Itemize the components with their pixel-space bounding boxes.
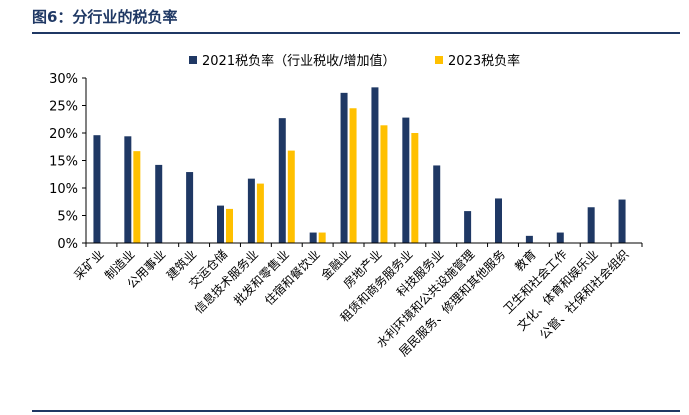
bar-2021-4	[217, 205, 224, 243]
legend-label-0: 2021税负率（行业税收/增加值）	[202, 53, 395, 69]
bar-2021-7	[309, 232, 317, 243]
y-tick-label: 0%	[57, 237, 78, 252]
bar-2023-9	[380, 125, 388, 243]
y-tick-label: 30%	[49, 72, 78, 87]
bar-2023-5	[256, 183, 264, 243]
x-axis: 采矿业制造业公用事业建筑业交运仓储信息技术服务业批发和零售业住宿和餐饮业金融业房…	[71, 242, 643, 359]
bar-2021-13	[495, 198, 502, 243]
figure-title: 图6：分行业的税负率	[32, 8, 178, 26]
legend-label-1: 2023税负率	[448, 53, 520, 69]
y-tick-label: 10%	[49, 182, 78, 197]
bar-2021-8	[340, 92, 348, 243]
bar-2021-16	[587, 207, 595, 243]
bottom-rule	[32, 410, 680, 412]
y-axis: 0% 5% 10% 15% 20% 25% 30%	[49, 72, 87, 252]
y-tick-label: 25%	[49, 100, 78, 115]
bar-2023-1	[133, 151, 141, 243]
bar-2023-10	[411, 133, 419, 243]
bar-2021-0	[93, 135, 101, 243]
bar-2021-1	[124, 136, 132, 243]
top-rule	[32, 32, 680, 34]
bars	[93, 87, 626, 243]
bar-2021-14	[525, 235, 533, 243]
bar-2021-2	[155, 164, 163, 243]
y-tick-label: 15%	[49, 155, 78, 170]
bar-2021-5	[247, 178, 255, 243]
x-tick-label: 采矿业	[71, 247, 106, 282]
bar-2021-3	[186, 172, 194, 243]
bar-2023-6	[287, 150, 295, 243]
legend: 2021税负率（行业税收/增加值） 2023税负率	[189, 53, 520, 69]
legend-swatch-0	[189, 56, 197, 64]
bar-2023-7	[318, 232, 326, 243]
x-tick-label: 教育	[511, 247, 539, 275]
bar-2021-12	[464, 211, 472, 243]
y-tick-label: 5%	[57, 210, 78, 225]
legend-swatch-1	[435, 56, 443, 64]
bar-2023-4	[226, 208, 233, 243]
y-tick-label: 20%	[49, 127, 78, 142]
bar-2021-10	[402, 117, 410, 243]
bar-2021-17	[618, 199, 626, 243]
bar-2021-6	[278, 118, 286, 243]
bar-2021-15	[556, 232, 564, 243]
bar-2021-11	[433, 165, 441, 243]
bar-2021-9	[371, 87, 379, 243]
bar-2023-8	[349, 108, 357, 243]
